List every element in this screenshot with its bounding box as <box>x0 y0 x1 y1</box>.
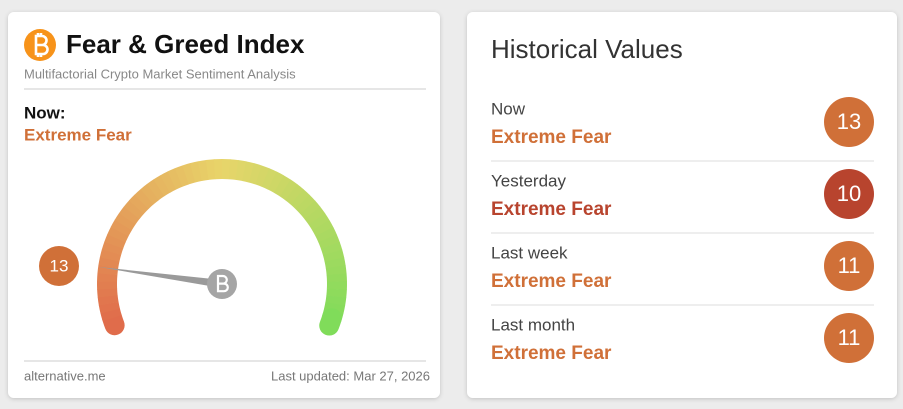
gauge-arc <box>98 301 120 314</box>
gauge-arc <box>290 189 310 210</box>
gauge-arc <box>128 194 149 214</box>
row-badge <box>824 97 874 147</box>
gauge-arc <box>255 165 270 187</box>
row-classification: Extreme Fear <box>491 127 612 148</box>
row-classification: Extreme Fear <box>491 343 612 364</box>
classification: Extreme Fear <box>24 125 132 144</box>
gauge-arc <box>174 165 190 187</box>
gauge-arc <box>261 168 277 190</box>
gauge-arc <box>107 226 129 243</box>
gauge-arc <box>235 160 247 182</box>
hub-glyph <box>216 274 229 293</box>
gauge-arc <box>102 307 125 336</box>
gauge-needle <box>98 266 223 288</box>
gauge-arc <box>325 265 347 276</box>
gauge-arc <box>104 233 126 249</box>
row-badge <box>824 241 874 291</box>
gauge-arc <box>140 183 160 205</box>
row-label: Now <box>491 99 526 118</box>
gauge-arc <box>98 256 120 269</box>
row-label: Last month <box>491 315 575 334</box>
row-badge <box>824 313 874 363</box>
row-classification: Extreme Fear <box>491 199 612 220</box>
gauge-arc <box>97 264 119 276</box>
card-title: Historical Values <box>491 34 683 64</box>
value-badge <box>39 246 79 286</box>
gauge-arc <box>325 295 347 306</box>
last-updated: Last updated: Mar 27, 2026 <box>271 368 430 383</box>
gauge-arc <box>312 219 334 237</box>
bitcoin-glyph <box>34 33 49 57</box>
gauge-arc <box>308 213 330 231</box>
gauge-arc <box>118 206 140 225</box>
gauge-arc <box>228 159 239 180</box>
gauge-arc <box>279 179 298 201</box>
now-label: Now: <box>24 103 66 122</box>
value-badge-text: 13 <box>50 256 69 275</box>
gauge-arc <box>101 241 124 256</box>
gauge-arc <box>99 249 122 262</box>
gauge-arc <box>273 175 291 197</box>
gauge-arc <box>197 159 209 181</box>
row-value: 13 <box>837 109 861 134</box>
gauge-arc <box>319 308 342 336</box>
card-title: Fear & Greed Index <box>66 29 305 59</box>
gauge-arc <box>97 294 119 306</box>
gauge-arc <box>304 206 326 225</box>
row-label: Last week <box>491 243 568 262</box>
gauge-arc <box>315 227 337 243</box>
gauge-arc <box>190 161 203 183</box>
gauge-arc <box>248 163 263 185</box>
gauge-arc <box>300 200 321 220</box>
gauge-arc <box>322 249 345 263</box>
gauge-arc <box>267 171 285 193</box>
row-value: 11 <box>838 253 861 278</box>
gauge-arc <box>100 308 122 322</box>
source: alternative.me <box>24 368 106 383</box>
gauge-arc <box>285 184 304 205</box>
row-badge <box>824 169 874 219</box>
gauge-arc <box>160 171 177 193</box>
gauge-arc <box>153 175 171 197</box>
gauge-arc <box>318 234 340 249</box>
gauge-arc <box>182 163 196 185</box>
gauge-arc <box>123 200 145 220</box>
gauge-arc <box>324 257 346 269</box>
row-classification: Extreme Fear <box>491 271 612 292</box>
history-rows: Now Extreme Fear 13 Yesterday Extreme Fear 10… <box>491 97 874 364</box>
gauge-arc <box>134 188 154 210</box>
gauge-arc <box>114 212 136 231</box>
row-value: 10 <box>837 181 861 206</box>
row-value: 11 <box>838 325 861 350</box>
gauge-arc <box>146 179 165 201</box>
gauge-arc <box>242 161 255 183</box>
gauge-arc <box>320 241 343 256</box>
gauge-arc <box>97 288 118 298</box>
row-label: Yesterday <box>491 171 566 190</box>
gauge-arc <box>295 194 316 215</box>
gauge-arc <box>167 168 183 190</box>
history-card <box>467 12 897 398</box>
gauge <box>97 158 347 336</box>
gauge-arc <box>326 288 347 298</box>
gauge-arc <box>205 159 216 180</box>
gauge-arc <box>110 219 133 237</box>
card-subtitle: Multifactorial Crypto Market Sentiment A… <box>24 66 296 81</box>
